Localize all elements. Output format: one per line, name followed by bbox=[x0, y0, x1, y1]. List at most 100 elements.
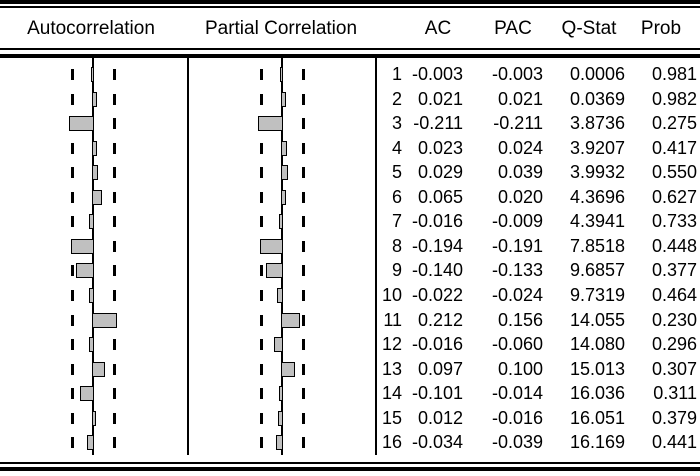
pac-bar-lag-13 bbox=[281, 361, 295, 377]
ac-cell: -0.016 bbox=[411, 211, 463, 232]
ac-bar-lag-4 bbox=[92, 140, 97, 156]
ac-confidence-band-dash bbox=[70, 314, 74, 326]
lag-cell: 14 bbox=[381, 383, 402, 404]
prob-cell: 0.627 bbox=[651, 186, 697, 207]
lag-cell: 2 bbox=[391, 88, 402, 109]
q-stat-cell: 15.013 bbox=[569, 358, 625, 379]
ac-confidence-band-dash bbox=[70, 412, 74, 424]
lag-cell: 4 bbox=[391, 137, 402, 158]
pac-confidence-band-dash bbox=[259, 388, 263, 400]
lag-cell: 15 bbox=[381, 407, 402, 428]
ac-confidence-band-dash bbox=[70, 265, 74, 277]
ac-bar-lag-8 bbox=[71, 238, 94, 254]
header-rule-thick bbox=[0, 54, 700, 58]
table-row: 4 0.023 0.024 3.9207 0.417 bbox=[0, 136, 700, 161]
ac-confidence-band-dash bbox=[112, 93, 116, 105]
pac-confidence-band-dash bbox=[259, 363, 263, 375]
lag-cell: 1 bbox=[391, 64, 402, 84]
pac-cell: -0.211 bbox=[493, 113, 543, 134]
lag-cell: 12 bbox=[381, 334, 402, 355]
autocorrelation-column-header: Autocorrelation bbox=[27, 18, 155, 39]
ac-cell: -0.101 bbox=[411, 383, 463, 404]
pac-confidence-band-dash bbox=[301, 191, 305, 203]
ac-cell: 0.023 bbox=[417, 137, 463, 158]
pac-confidence-band-dash bbox=[259, 265, 263, 277]
lag-cell: 8 bbox=[391, 235, 402, 256]
prob-cell: 0.448 bbox=[651, 235, 697, 256]
q-stat-cell: 0.0369 bbox=[569, 88, 625, 109]
ac-confidence-band-dash bbox=[112, 142, 116, 154]
ac-bar-lag-11 bbox=[92, 312, 117, 328]
pac-bar-lag-15 bbox=[278, 410, 283, 426]
ac-confidence-band-dash bbox=[70, 191, 74, 203]
ac-cell: 0.212 bbox=[417, 309, 463, 330]
pac-cell: -0.003 bbox=[491, 64, 543, 84]
ac-confidence-band-dash bbox=[70, 339, 74, 351]
q-stat-cell: 3.9207 bbox=[569, 137, 625, 158]
table-row: 12 -0.016 -0.060 14.080 0.296 bbox=[0, 332, 700, 357]
ac-cell: -0.003 bbox=[411, 64, 463, 84]
ac-bar-lag-16 bbox=[87, 435, 94, 451]
table-row: 5 0.029 0.039 3.9932 0.550 bbox=[0, 160, 700, 185]
q-stat-cell: 3.9932 bbox=[569, 162, 625, 183]
ac-cell: -0.140 bbox=[411, 260, 463, 281]
pac-confidence-band-dash bbox=[259, 191, 263, 203]
pac-bar-lag-11 bbox=[281, 312, 300, 328]
lag-cell: 10 bbox=[381, 284, 402, 305]
pac-confidence-band-dash bbox=[301, 142, 305, 154]
prob-cell: 0.379 bbox=[651, 407, 697, 428]
pac-confidence-band-dash bbox=[301, 93, 305, 105]
table-row: 7 -0.016 -0.009 4.3941 0.733 bbox=[0, 209, 700, 234]
pac-confidence-band-dash bbox=[259, 437, 263, 449]
pac-bar-lag-16 bbox=[276, 435, 283, 451]
ac-confidence-band-dash bbox=[112, 265, 116, 277]
pac-confidence-band-dash bbox=[259, 93, 263, 105]
q-stat-cell: 9.6857 bbox=[569, 260, 625, 281]
prob-cell: 0.377 bbox=[651, 260, 697, 281]
ac-confidence-band-dash bbox=[70, 363, 74, 375]
pac-cell: 0.039 bbox=[497, 162, 543, 183]
ac-zero-line bbox=[92, 58, 94, 455]
pac-bar-lag-10 bbox=[277, 287, 283, 303]
ac-confidence-band-dash bbox=[112, 363, 116, 375]
q-stat-cell: 16.169 bbox=[569, 432, 625, 453]
prob-column-header: Prob bbox=[640, 18, 682, 39]
lag-cell: 9 bbox=[391, 260, 402, 281]
prob-cell: 0.230 bbox=[651, 309, 697, 330]
table-row: 9 -0.140 -0.133 9.6857 0.377 bbox=[0, 258, 700, 283]
panel-separator-1 bbox=[187, 58, 189, 455]
pac-bar-lag-4 bbox=[281, 140, 287, 156]
pac-confidence-band-dash bbox=[301, 240, 305, 252]
prob-cell: 0.550 bbox=[651, 162, 697, 183]
pac-confidence-band-dash bbox=[301, 437, 305, 449]
q-stat-cell: 14.080 bbox=[569, 334, 625, 355]
pac-cell: -0.133 bbox=[491, 260, 543, 281]
ac-column-header: AC bbox=[424, 18, 452, 39]
ac-cell: 0.029 bbox=[417, 162, 463, 183]
q-stat-column-header: Q-Stat bbox=[561, 18, 617, 39]
pac-cell: 0.020 bbox=[497, 186, 543, 207]
ac-cell: 0.065 bbox=[417, 186, 463, 207]
pac-confidence-band-dash bbox=[301, 265, 305, 277]
ac-bar-lag-10 bbox=[89, 287, 94, 303]
table-row: 10 -0.022 -0.024 9.7319 0.464 bbox=[0, 283, 700, 308]
q-stat-cell: 16.036 bbox=[569, 383, 625, 404]
ac-bar-lag-7 bbox=[89, 214, 94, 230]
lag-cell: 5 bbox=[391, 162, 402, 183]
prob-cell: 0.275 bbox=[651, 113, 697, 134]
lag-cell: 13 bbox=[381, 358, 402, 379]
ac-bar-lag-2 bbox=[92, 91, 97, 107]
top-rule-thick bbox=[0, 0, 700, 4]
pac-cell: -0.060 bbox=[491, 334, 543, 355]
panel-separator-2 bbox=[375, 58, 377, 455]
ac-confidence-band-dash bbox=[112, 289, 116, 301]
pac-zero-line bbox=[281, 58, 283, 455]
q-stat-cell: 3.8736 bbox=[569, 113, 625, 134]
ac-confidence-band-dash bbox=[70, 289, 74, 301]
ac-cell: -0.034 bbox=[411, 432, 463, 453]
pac-confidence-band-dash bbox=[301, 216, 305, 228]
pac-confidence-band-dash bbox=[259, 412, 263, 424]
prob-cell: 0.307 bbox=[651, 358, 697, 379]
pac-confidence-band-dash bbox=[301, 314, 305, 326]
